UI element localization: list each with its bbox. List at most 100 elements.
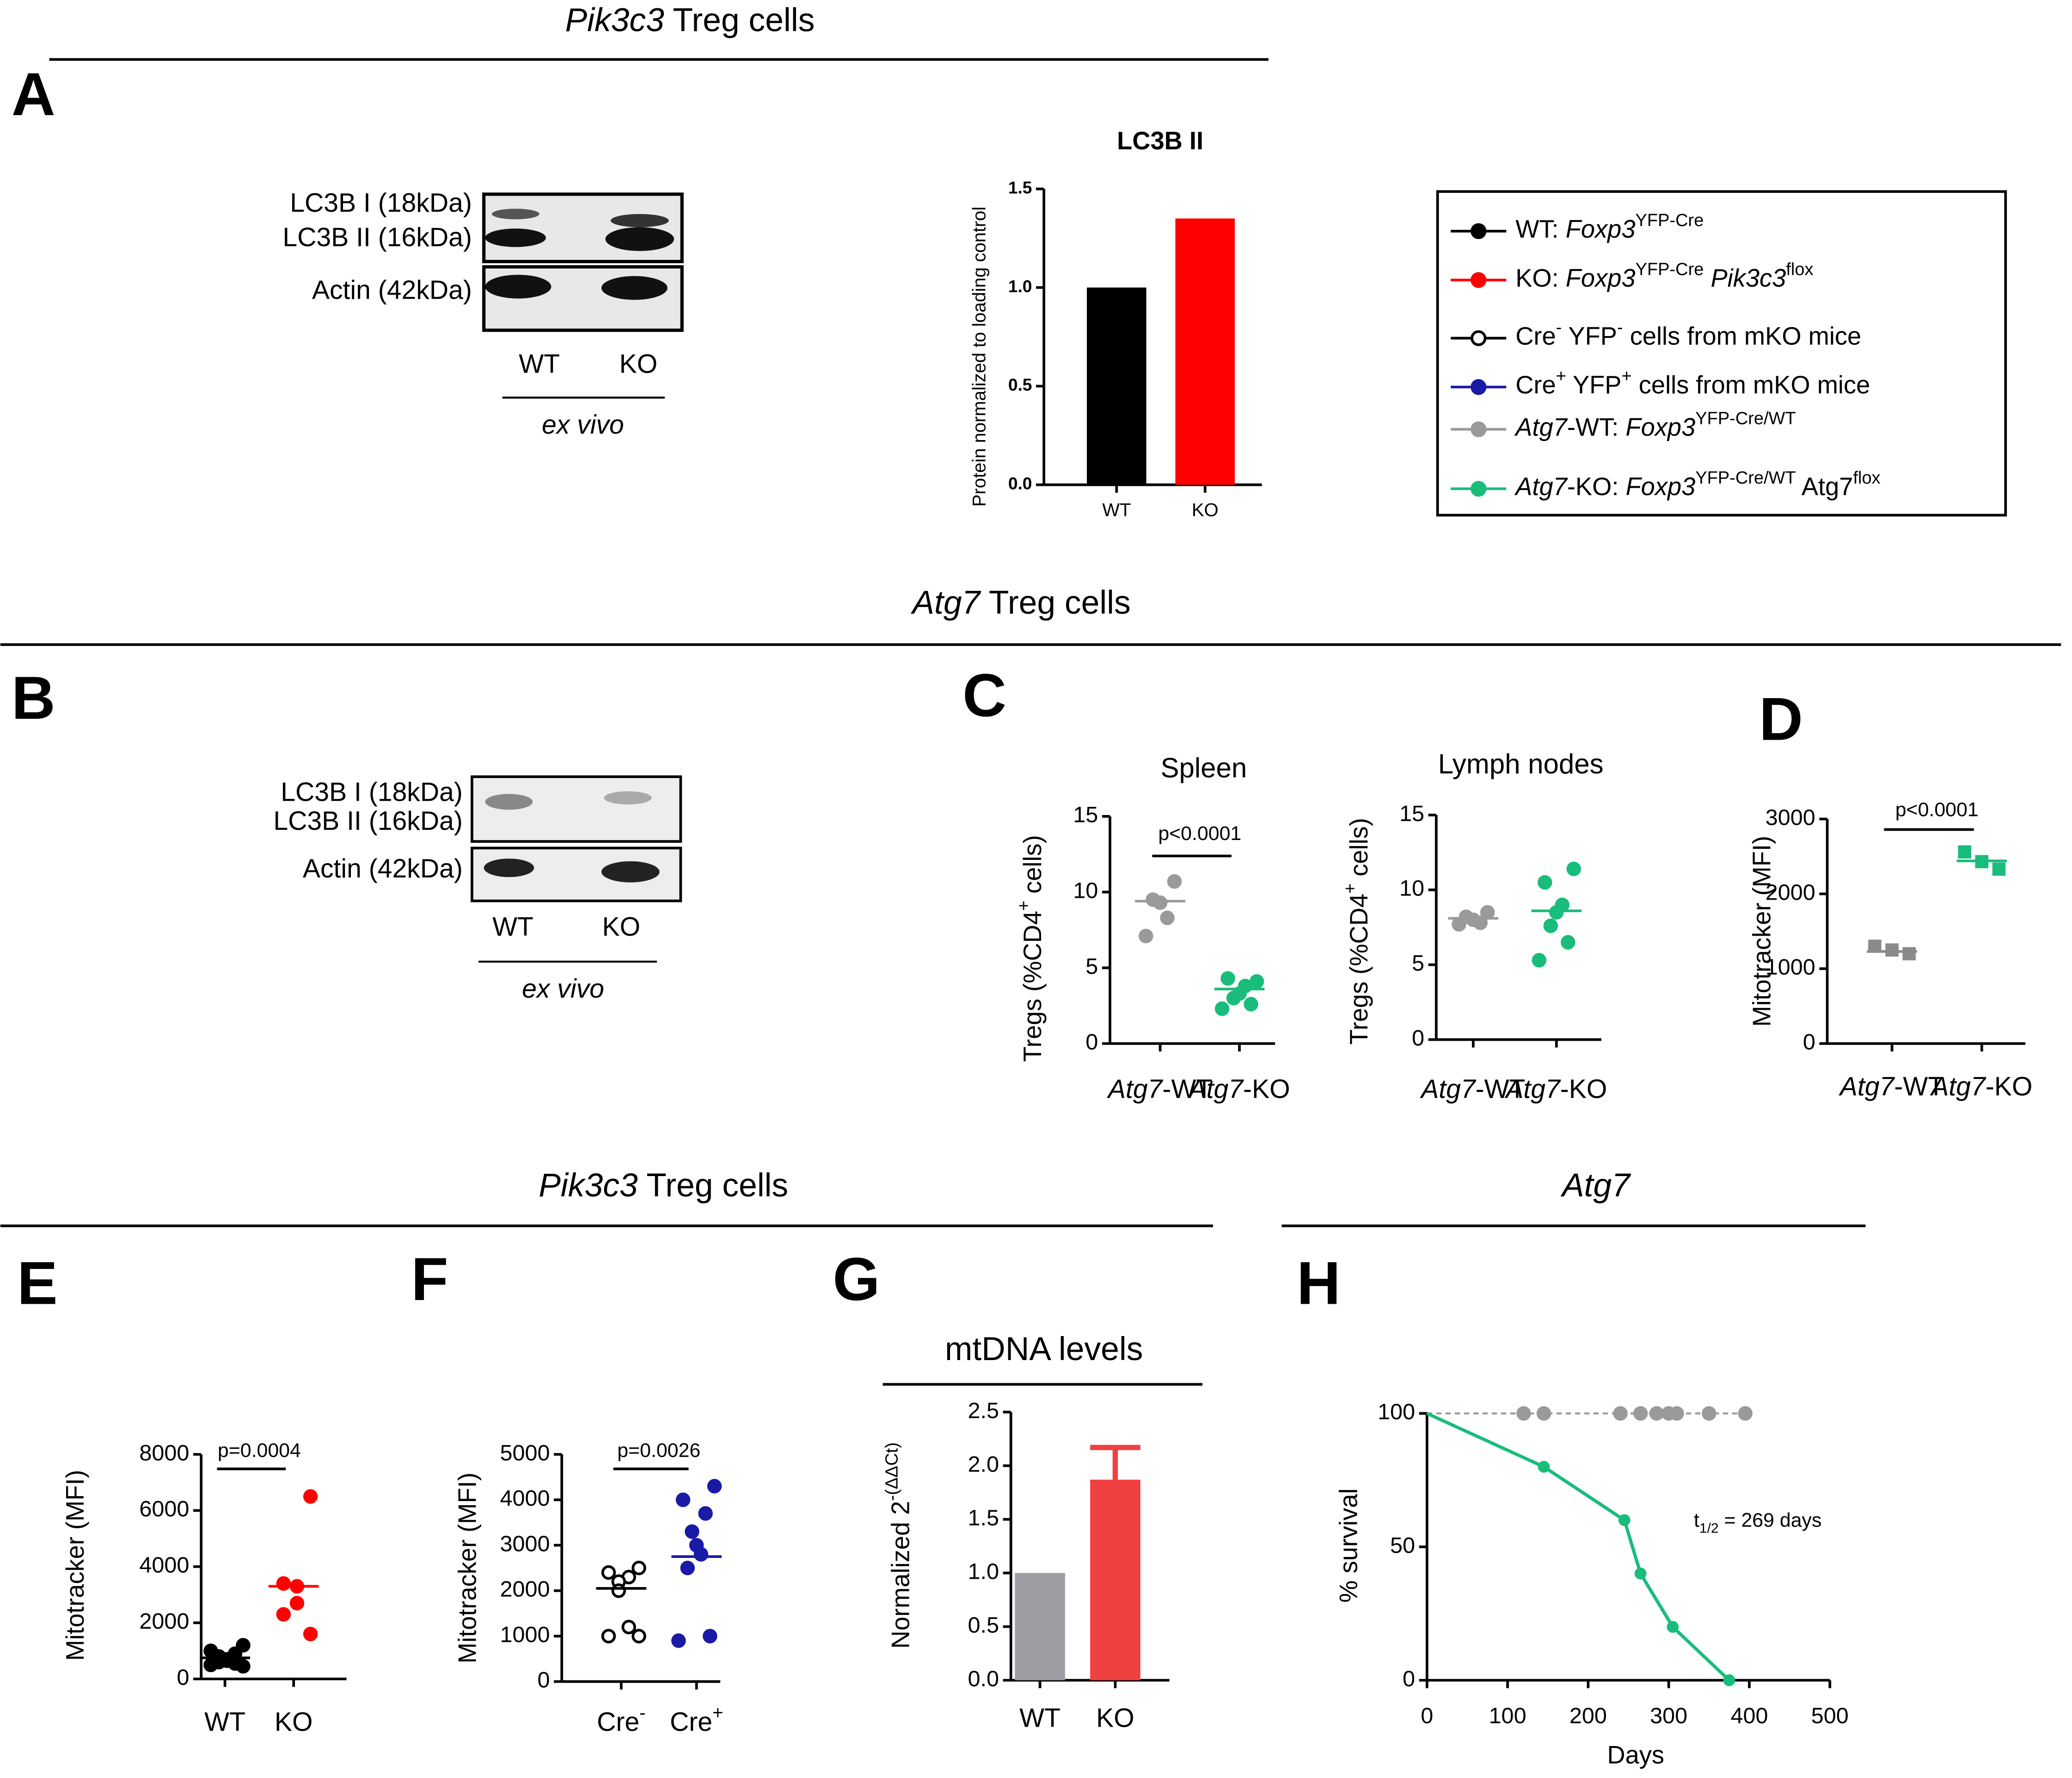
condition-label: ex vivo — [522, 974, 604, 1004]
legend-marker — [1471, 481, 1487, 497]
data-point — [703, 1629, 717, 1643]
text-part: Atg7 — [1930, 1072, 1986, 1102]
bar — [1015, 1573, 1065, 1680]
data-point — [1538, 1460, 1550, 1473]
y-tick-label: 0 — [1803, 1030, 1815, 1055]
legend-box — [1436, 190, 2007, 517]
y-tick-label: 0.5 — [1008, 375, 1032, 394]
data-point — [1538, 875, 1552, 890]
text-part: Treg cells — [980, 584, 1130, 621]
text-part: + — [1341, 883, 1360, 894]
chart-title: Lymph nodes — [1438, 748, 1604, 779]
y-tick-label: 5 — [1085, 954, 1098, 979]
lane-label: KO — [602, 912, 641, 942]
y-tick-label: 1.0 — [1008, 276, 1032, 296]
y-tick-label: 5 — [1412, 951, 1424, 976]
data-point — [303, 1626, 318, 1642]
data-point — [1152, 895, 1168, 910]
legend-marker — [1471, 379, 1487, 395]
blot-a — [482, 192, 684, 332]
band-label: LC3B I (18kDa) — [281, 777, 463, 807]
x-tick-label: Atg7-WT — [1839, 1072, 1944, 1102]
data-point — [289, 1596, 305, 1611]
legend-label: Atg7-KO: Foxp3YFP-Cre/WT Atg7flox — [1514, 468, 1880, 501]
y-tick-label: 4000 — [139, 1553, 189, 1578]
text-part: Atg7 — [1107, 1074, 1164, 1104]
data-point — [1634, 1567, 1647, 1580]
x-tick-label: 400 — [1730, 1703, 1768, 1728]
data-point — [1902, 947, 1916, 961]
y-tick-label: 100 — [1378, 1399, 1415, 1424]
y-tick-label: 2000 — [1765, 880, 1815, 905]
data-point — [601, 1565, 616, 1580]
data-point — [1543, 918, 1558, 933]
text-part: Normalized 2 — [887, 1501, 915, 1649]
text-part: Atg7 — [1514, 473, 1568, 501]
data-point — [1473, 915, 1488, 930]
y-tick-label: 2.0 — [968, 1452, 999, 1477]
text-part: KO: — [1515, 264, 1566, 292]
y-tick-label: 10 — [1399, 876, 1424, 901]
text-part: = 269 days — [1719, 1509, 1822, 1532]
data-point — [1566, 861, 1581, 877]
data-point — [303, 1489, 318, 1504]
y-tick-label: 2000 — [139, 1609, 189, 1634]
legend-marker — [1471, 223, 1487, 239]
data-point — [1885, 943, 1899, 957]
y-tick-label: 50 — [1390, 1533, 1415, 1558]
text-part: -WT — [1476, 1074, 1526, 1104]
data-point — [1516, 1406, 1531, 1421]
x-tick-label: 200 — [1569, 1703, 1607, 1728]
y-axis-label: Protein normalized to loading control — [969, 207, 990, 507]
text-part: -KO — [1986, 1072, 2033, 1102]
y-tick-label: 2.5 — [968, 1398, 999, 1423]
data-point — [1561, 935, 1575, 950]
y-tick-label: 6000 — [139, 1496, 189, 1521]
y-tick-label: 0 — [1085, 1030, 1098, 1055]
band — [601, 861, 660, 883]
text-part: Foxp3 — [1566, 264, 1636, 292]
y-tick-label: 0.0 — [968, 1666, 999, 1691]
text-part: cells) — [1018, 835, 1047, 901]
band — [485, 794, 533, 810]
data-point — [1618, 1514, 1631, 1527]
condition-label: ex vivo — [542, 410, 624, 440]
data-point — [1992, 862, 2006, 876]
data-point — [698, 1506, 713, 1521]
text-part: Treg cells — [664, 1, 815, 38]
panel-letter: D — [1759, 685, 1803, 753]
y-axis-label: Tregs (%CD4+ cells) — [1341, 818, 1373, 1045]
data-point — [1220, 971, 1235, 986]
y-axis-label: Mitotracker (MFI) — [1748, 836, 1776, 1027]
text-part: Foxp3 — [1566, 215, 1636, 243]
data-point — [1633, 1406, 1648, 1421]
data-point — [611, 1583, 626, 1598]
data-point — [675, 1492, 691, 1507]
y-tick-label: 2000 — [500, 1577, 550, 1602]
section-title: Atg7 Treg cells — [910, 584, 1130, 621]
band-label: LC3B II (16kDa) — [273, 806, 463, 836]
y-tick-label: 5000 — [500, 1441, 550, 1465]
lane-label: WT — [519, 349, 560, 379]
x-tick-label: Atg7-KO — [1187, 1074, 1290, 1104]
data-point — [1669, 1406, 1684, 1421]
text-part: Cre — [1515, 322, 1556, 350]
data-point — [1244, 997, 1258, 1012]
legend-label: WT: Foxp3YFP-Cre — [1515, 211, 1704, 243]
text-part: -(ΔΔCt) — [882, 1442, 901, 1501]
data-point — [1226, 991, 1241, 1005]
x-tick-label: Atg7-KO — [1504, 1074, 1607, 1104]
y-tick-label: 15 — [1073, 803, 1098, 828]
legend-label: Cre- YFP- cells from mKO mice — [1515, 318, 1861, 350]
band — [601, 276, 668, 300]
y-axis-label: Mitotracker (MFI) — [454, 1472, 482, 1663]
chart-title: LC3B II — [1117, 127, 1203, 155]
panel-letter: A — [12, 60, 55, 128]
panel-letter: F — [411, 1245, 448, 1313]
text-part: -WT — [1894, 1072, 1944, 1102]
data-point — [1249, 974, 1264, 989]
bar — [1175, 218, 1235, 485]
x-tick-label: 0 — [1421, 1703, 1433, 1728]
data-point — [1649, 1406, 1664, 1421]
